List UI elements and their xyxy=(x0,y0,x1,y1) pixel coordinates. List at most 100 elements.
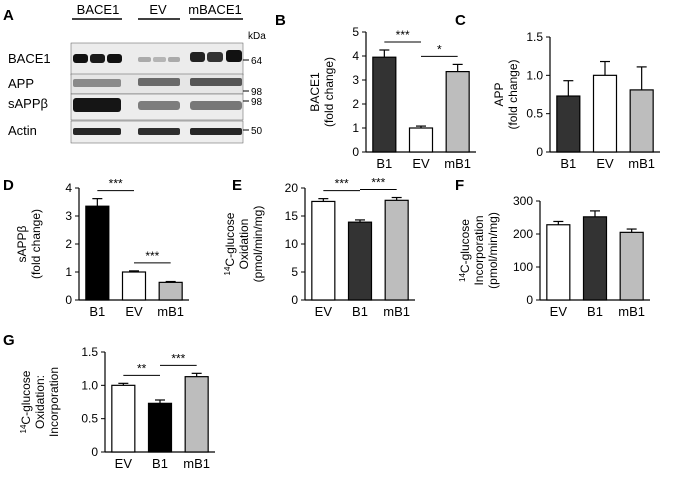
y-tick-label-g: 1.0 xyxy=(81,378,98,392)
panel-label-f: F xyxy=(455,177,464,194)
blot-group-ev: EV xyxy=(149,2,167,17)
y-axis-label-c: (fold change) xyxy=(506,59,520,129)
panel-label-a: A xyxy=(3,7,14,24)
bar-f-mb1 xyxy=(619,231,644,301)
x-tick-label-f: EV xyxy=(550,304,568,319)
panel-label-e: E xyxy=(232,177,242,194)
y-axis-label-f: 14C-glucose xyxy=(458,219,472,282)
y-tick-label-f: 100 xyxy=(513,260,533,274)
bar-c-ev xyxy=(592,74,618,153)
chart-panel-e: E 0 5 10 15 20 14C-glucose Oxidation (pmol/min/m… xyxy=(223,176,415,319)
x-tick-label-g: EV xyxy=(115,456,133,471)
bar-g-mb1 xyxy=(184,376,209,453)
blot-row-label-bace1: BACE1 xyxy=(8,51,51,66)
chart-panel-c: C 0 0.5 1.0 1.5 APP (fold change) B1 EV mB1 xyxy=(455,12,660,171)
bar-e-b1 xyxy=(347,221,373,301)
blot-marker-app: 98 xyxy=(251,87,263,98)
y-axis-label-f: (pmol/min/mg) xyxy=(486,212,500,289)
y-tick-label-d: 0 xyxy=(65,293,72,307)
y-axis-label-f: Incorporation xyxy=(472,215,486,285)
significance-label-b: *** xyxy=(396,28,410,42)
x-tick-label-d: B1 xyxy=(89,304,105,319)
bar-g-ev xyxy=(111,384,136,453)
blot-group-mbace1: mBACE1 xyxy=(188,2,241,17)
significance-label-b: * xyxy=(437,42,442,56)
bar-d-ev xyxy=(121,271,147,301)
bar-f-ev xyxy=(546,224,571,301)
bar-e-mb1 xyxy=(384,199,409,301)
bar-c-b1 xyxy=(556,95,581,153)
y-tick-label-c: 1.0 xyxy=(526,68,543,82)
y-axis-label-e: (pmol/min/mg) xyxy=(251,206,265,283)
y-tick-label-c: 0.5 xyxy=(526,107,543,121)
y-axis-label-g: 14C-glucose xyxy=(19,370,33,433)
significance-label-g: *** xyxy=(171,351,185,365)
blot-marker-sappb: 98 xyxy=(251,97,263,108)
y-tick-label-d: 2 xyxy=(65,237,72,251)
blot-marker-bace1: 64 xyxy=(251,56,263,67)
y-tick-label-e: 0 xyxy=(291,293,298,307)
y-tick-label-b: 1 xyxy=(352,121,359,135)
blot-row-label-actin: Actin xyxy=(8,123,37,138)
bar-g-b1 xyxy=(147,402,173,453)
bar-e-ev xyxy=(311,200,336,301)
x-tick-label-f: B1 xyxy=(587,304,603,319)
y-axis-label-b: (fold change) xyxy=(322,57,336,127)
blot-marker-actin: 50 xyxy=(251,126,263,137)
blot-unit-kda: kDa xyxy=(248,31,266,42)
bar-d-b1 xyxy=(85,205,110,301)
y-tick-label-f: 0 xyxy=(526,293,533,307)
y-tick-label-g: 0 xyxy=(91,445,98,459)
y-tick-label-d: 1 xyxy=(65,265,72,279)
blot-bands-sappb xyxy=(73,98,242,112)
y-tick-label-d: 3 xyxy=(65,209,72,223)
y-axis-label-b: BACE1 xyxy=(308,72,322,112)
x-tick-label-g: B1 xyxy=(152,456,168,471)
y-tick-label-f: 300 xyxy=(513,194,533,208)
y-tick-label-c: 0 xyxy=(536,145,543,159)
x-tick-label-c: B1 xyxy=(560,156,576,171)
y-tick-label-b: 5 xyxy=(352,25,359,39)
significance-label-e: *** xyxy=(371,176,385,190)
significance-label-g: ** xyxy=(137,361,147,375)
panel-label-d: D xyxy=(3,177,14,194)
blot-bands-bace1 xyxy=(73,50,242,63)
x-tick-label-c: mB1 xyxy=(628,156,655,171)
y-tick-label-c: 1.5 xyxy=(526,30,543,44)
y-tick-label-f: 200 xyxy=(513,227,533,241)
y-tick-label-b: 4 xyxy=(352,49,359,63)
blot-group-bace1: BACE1 xyxy=(77,2,120,17)
y-tick-label-e: 15 xyxy=(285,209,299,223)
chart-panel-d: D 0 1 2 3 4 sAPPβ (fold change) B1 EV mB1 *** *** xyxy=(3,177,189,319)
x-tick-label-c: EV xyxy=(596,156,614,171)
x-tick-label-e: B1 xyxy=(352,304,368,319)
bar-c-mb1 xyxy=(629,89,654,153)
y-tick-label-e: 10 xyxy=(285,237,299,251)
y-tick-label-d: 4 xyxy=(65,181,72,195)
panel-label-g: G xyxy=(3,332,15,349)
y-axis-label-e: Oxidation xyxy=(237,219,251,270)
y-tick-label-g: 0.5 xyxy=(81,412,98,426)
y-axis-label-d: sAPPβ xyxy=(15,225,29,262)
x-tick-label-b: EV xyxy=(412,156,430,171)
bar-b-b1 xyxy=(372,56,397,153)
bar-d-mb1 xyxy=(158,281,183,301)
y-axis-label-d: (fold change) xyxy=(29,209,43,279)
panel-label-b: B xyxy=(275,12,286,29)
bar-f-b1 xyxy=(582,216,608,301)
blot-row-label-app: APP xyxy=(8,76,34,91)
y-axis-label-e: 14C-glucose xyxy=(223,212,237,275)
x-tick-label-e: EV xyxy=(315,304,333,319)
y-tick-label-b: 2 xyxy=(352,97,359,111)
x-tick-label-d: mB1 xyxy=(157,304,184,319)
y-tick-label-b: 3 xyxy=(352,73,359,87)
blot-row-label-sappb: sAPPβ xyxy=(8,96,48,111)
x-tick-label-b: B1 xyxy=(376,156,392,171)
y-tick-label-e: 20 xyxy=(285,181,299,195)
y-tick-label-g: 1.5 xyxy=(81,345,98,359)
significance-label-e: *** xyxy=(335,177,349,191)
bar-b-mb1 xyxy=(445,70,470,153)
